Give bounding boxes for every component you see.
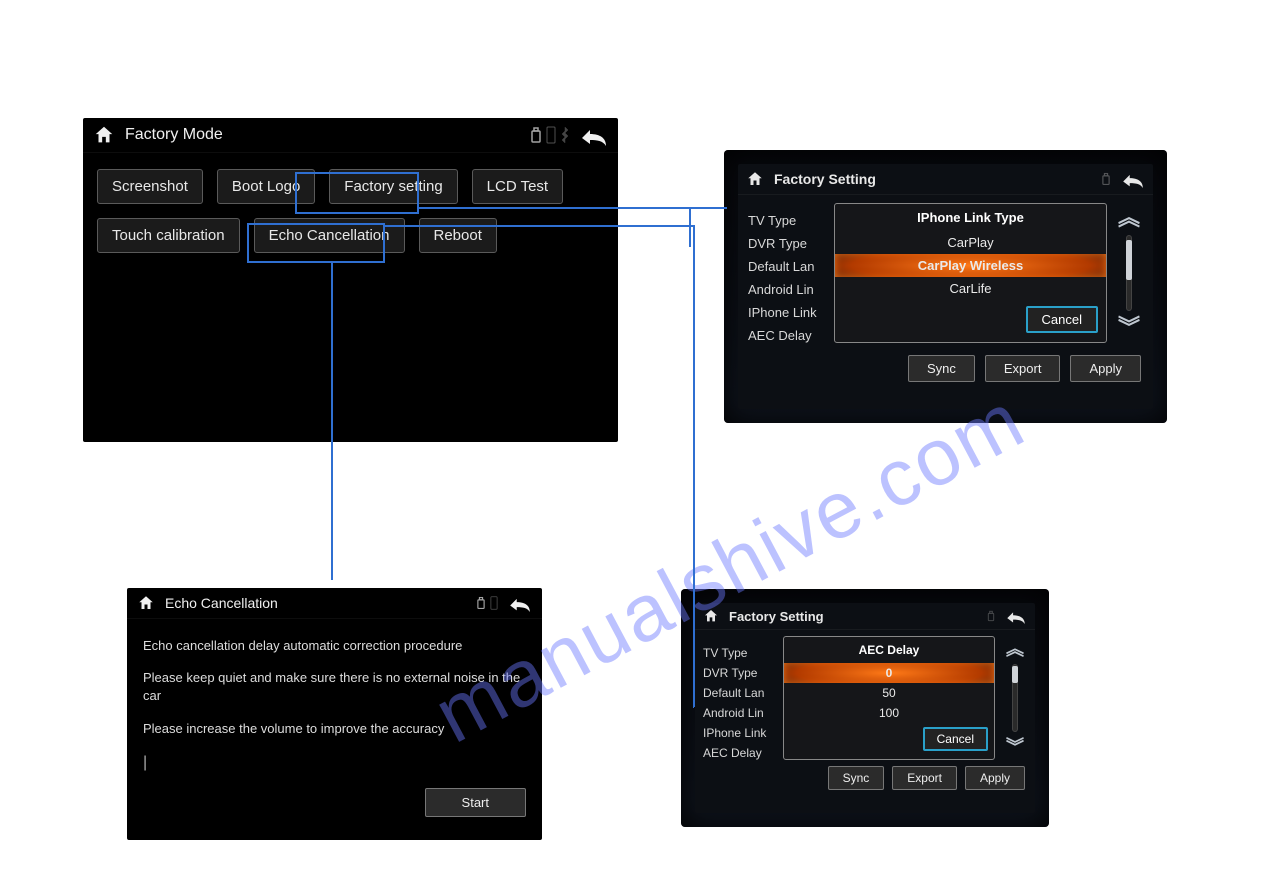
apply-button[interactable]: Apply [965,766,1025,790]
dialog-footer: Cancel [835,300,1106,339]
status-icons [476,596,498,610]
echo-line-3: Please increase the volume to improve th… [143,720,526,738]
connector-line [689,207,727,209]
setting-label-tv-type: TV Type [748,213,826,228]
scroll-up-icon[interactable]: ︽ [1118,207,1140,229]
factory-setting-aec-panel: Factory Setting TV Type DVR Type Default L… [695,603,1035,813]
scroll-down-icon[interactable]: ︾ [1118,317,1140,339]
titlebar: Factory Setting [695,603,1035,630]
home-icon[interactable] [93,124,115,146]
menu-button-lcd-test[interactable]: LCD Test [472,169,563,204]
status-icons [1101,172,1111,186]
status-icons [987,610,995,622]
panel-title: Factory Mode [125,126,223,144]
status-icons [530,126,570,144]
cancel-button[interactable]: Cancel [923,727,988,751]
echo-cancellation-panel: Echo Cancellation Echo cancellation dela… [127,588,542,840]
apply-button[interactable]: Apply [1070,355,1141,382]
setting-label-iphone-link: IPhone Link [703,726,775,740]
echo-footer: Start [143,788,526,817]
menu-button-factory-setting[interactable]: Factory setting [329,169,457,204]
option-carlife[interactable]: CarLife [835,277,1106,300]
cancel-button[interactable]: Cancel [1026,306,1098,333]
sync-button[interactable]: Sync [908,355,975,382]
action-buttons-row: Sync Export Apply [695,766,1035,798]
scrollbar[interactable]: ︽ ︾ [1115,203,1143,343]
setting-label-aec-delay: AEC Delay [703,746,775,760]
option-carplay[interactable]: CarPlay [835,231,1106,254]
dialog-options-list: 050100 [784,663,994,723]
connector-line [689,207,691,247]
factory-setting-iphone-panel-frame: Factory Setting TV Type DVR Type Default L… [724,150,1167,423]
setting-label-default-lang: Default Lan [703,686,775,700]
setting-label-tv-type: TV Type [703,646,775,660]
home-icon[interactable] [746,170,764,188]
scroll-track[interactable] [1012,664,1018,732]
action-buttons-row: Sync Export Apply [738,353,1153,392]
menu-button-boot-logo[interactable]: Boot Logo [217,169,315,204]
option-50[interactable]: 50 [784,683,994,703]
back-icon[interactable] [1005,608,1027,624]
scrollbar[interactable]: ︽ ︾ [1003,636,1027,760]
menu-button-reboot[interactable]: Reboot [419,218,497,253]
scroll-up-icon[interactable]: ︽ [1006,640,1024,658]
scroll-thumb[interactable] [1126,240,1132,281]
dialog-footer: Cancel [784,723,994,755]
setting-label-iphone-link: IPhone Link [748,305,826,320]
factory-setting-iphone-panel: Factory Setting TV Type DVR Type Default L… [738,164,1153,409]
option-carplay-wireless[interactable]: CarPlay Wireless [835,254,1106,277]
sync-button[interactable]: Sync [828,766,885,790]
home-icon[interactable] [703,608,719,624]
back-icon[interactable] [508,594,532,612]
menu-button-grid: Screenshot Boot Logo Factory setting LCD Te… [83,153,618,269]
factory-setting-aec-panel-frame: Factory Setting TV Type DVR Type Default L… [681,589,1049,827]
dialog-title: IPhone Link Type [835,204,1106,231]
iphone-link-type-dialog: IPhone Link Type CarPlayCarPlay Wireless… [834,203,1107,343]
settings-labels-column: TV Type DVR Type Default Lan Android Lin IPh… [703,636,775,760]
option-0[interactable]: 0 [784,663,994,683]
back-icon[interactable] [1121,170,1145,188]
text-cursor: | [143,752,526,774]
menu-button-screenshot[interactable]: Screenshot [97,169,203,204]
scroll-thumb[interactable] [1012,666,1018,683]
settings-labels-column: TV Type DVR Type Default Lan Android Lin IPh… [748,203,826,343]
menu-button-echo-cancellation[interactable]: Echo Cancellation [254,218,405,253]
scroll-down-icon[interactable]: ︾ [1006,738,1024,756]
setting-label-dvr-type: DVR Type [703,666,775,680]
titlebar: Echo Cancellation [127,588,542,619]
titlebar: Factory Setting [738,164,1153,195]
aec-delay-dialog: AEC Delay 050100 Cancel [783,636,995,760]
echo-body: Echo cancellation delay automatic correc… [127,619,542,827]
setting-label-android-link: Android Lin [748,282,826,297]
setting-label-default-lang: Default Lan [748,259,826,274]
echo-line-1: Echo cancellation delay automatic correc… [143,637,526,655]
option-100[interactable]: 100 [784,703,994,723]
factory-mode-panel: Factory Mode Screenshot Boot Logo Factory … [83,118,618,442]
setting-label-aec-delay: AEC Delay [748,328,826,343]
settings-body: TV Type DVR Type Default Lan Android Lin IPh… [695,630,1035,766]
back-icon[interactable] [580,124,608,146]
setting-label-dvr-type: DVR Type [748,236,826,251]
settings-body: TV Type DVR Type Default Lan Android Lin IPh… [738,195,1153,353]
titlebar: Factory Mode [83,118,618,153]
dialog-options-list: CarPlayCarPlay WirelessCarLife [835,231,1106,300]
panel-title: Factory Setting [729,609,824,624]
scroll-track[interactable] [1126,235,1132,311]
panel-title: Echo Cancellation [165,595,278,611]
export-button[interactable]: Export [892,766,957,790]
home-icon[interactable] [137,594,155,612]
echo-line-2: Please keep quiet and make sure there is… [143,669,526,705]
menu-button-touch-calibration[interactable]: Touch calibration [97,218,240,253]
start-button[interactable]: Start [425,788,526,817]
panel-title: Factory Setting [774,171,876,187]
export-button[interactable]: Export [985,355,1061,382]
dialog-title: AEC Delay [784,637,994,663]
setting-label-android-link: Android Lin [703,706,775,720]
